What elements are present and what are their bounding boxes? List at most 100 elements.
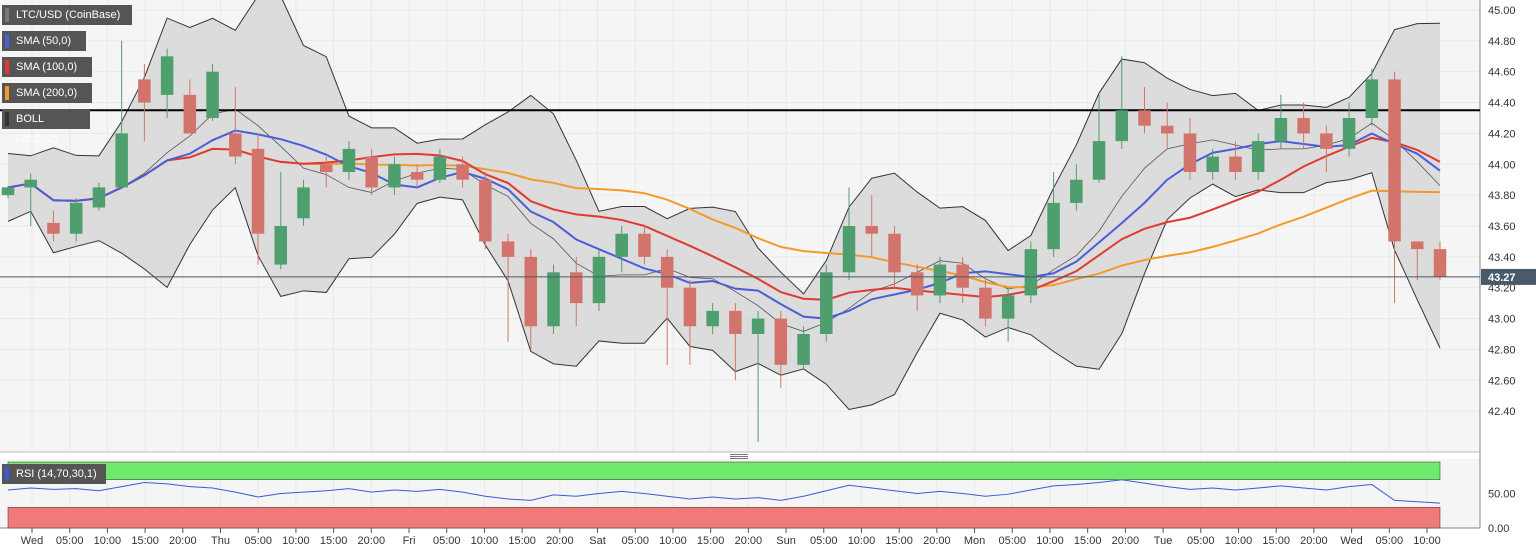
candle-body [1183, 133, 1197, 172]
candle-body [751, 318, 765, 334]
candle-body [456, 164, 469, 180]
y-tick-label: 43.60 [1488, 221, 1516, 233]
y-tick-label: 45.00 [1488, 5, 1516, 17]
candle-body [1092, 141, 1106, 180]
candle-body [910, 272, 924, 296]
candle-body [115, 133, 128, 188]
candle-body [638, 233, 651, 257]
x-tick-label: 10:00 [471, 535, 499, 547]
candle-body [319, 164, 333, 172]
x-tick-label: 15:00 [131, 535, 159, 547]
candle-body [1047, 202, 1060, 250]
candle-body [1365, 79, 1379, 118]
x-tick-label: 10:00 [1225, 535, 1253, 547]
candle-body [251, 148, 265, 234]
legend-boll[interactable]: BOLL (20,2,-2) [2, 109, 90, 145]
x-tick-label: 05:00 [56, 535, 84, 547]
candle-body [683, 287, 697, 327]
candle-body [1070, 179, 1083, 203]
legend-sma50[interactable]: SMA (50,0) [2, 31, 86, 51]
y-tick-label: 42.80 [1488, 344, 1516, 356]
legend-symbol[interactable]: LTC/USD (CoinBase) [2, 5, 132, 25]
y-tick-label: 44.80 [1488, 36, 1516, 48]
x-tick-label: Thu [211, 535, 230, 547]
x-tick-label: 10:00 [94, 535, 122, 547]
candle-body [706, 310, 719, 327]
candle-body [206, 71, 219, 118]
x-tick-label: Mon [964, 535, 985, 547]
x-tick-label: 15:00 [320, 535, 348, 547]
x-tick-label: 10:00 [848, 535, 876, 547]
candle-body [1411, 241, 1424, 250]
x-tick-label: 15:00 [1074, 535, 1102, 547]
candle-body [1206, 156, 1219, 172]
y-tick-label: 44.60 [1488, 67, 1516, 79]
candle-body [410, 172, 424, 180]
candle-body [229, 133, 242, 157]
rsi-line [7, 479, 1441, 504]
x-tick-label: 20:00 [735, 535, 763, 547]
candle-body [570, 272, 583, 304]
x-tick-label: 05:00 [433, 535, 461, 547]
x-tick-label: Fri [403, 535, 416, 547]
x-tick-label: 15:00 [1262, 535, 1290, 547]
candle-body [183, 94, 197, 134]
sma100-line [7, 136, 1441, 301]
legend-swatch-sma100 [5, 60, 9, 74]
candle-body [1229, 156, 1242, 172]
candle-body [92, 187, 106, 208]
pane-splitter-handle[interactable] [730, 453, 748, 459]
rsi-oversold-zone [7, 507, 1441, 529]
candle-body [342, 148, 356, 172]
x-tick-label: 10:00 [1036, 535, 1064, 547]
candle-body [1138, 110, 1151, 126]
rsi-y-tick-label: 0.00 [1488, 523, 1509, 535]
candle-body [1297, 118, 1310, 134]
candle-body [1160, 125, 1174, 134]
candle-body [1274, 118, 1288, 142]
candle-body [1024, 249, 1038, 296]
y-tick-label: 42.60 [1488, 375, 1516, 387]
x-tick-label: 20:00 [546, 535, 574, 547]
candle-body [865, 226, 878, 234]
legend-boll-label: BOLL (20,2,-2) [16, 113, 58, 145]
x-tick-label: 20:00 [1300, 535, 1328, 547]
y-tick-label: 42.40 [1488, 406, 1516, 418]
y-tick-label: 44.20 [1488, 128, 1516, 140]
x-tick-label: 10:00 [1413, 535, 1441, 547]
legend-swatch-boll [5, 112, 9, 126]
candle-body [774, 318, 788, 365]
candle-body [433, 156, 447, 180]
legend-sma100[interactable]: SMA (100,0) [2, 57, 92, 77]
x-tick-label: Wed [21, 535, 43, 547]
candle-body [1115, 110, 1129, 142]
x-tick-label: 20:00 [169, 535, 197, 547]
y-tick-label: 44.00 [1488, 159, 1516, 171]
x-tick-label: 10:00 [659, 535, 687, 547]
legend-sma100-label: SMA (100,0) [16, 61, 78, 73]
x-tick-label: 05:00 [810, 535, 838, 547]
candle-body [888, 233, 901, 273]
legend-rsi[interactable]: RSI (14,70,30,1) [2, 464, 106, 484]
candle-body [1, 187, 15, 196]
candle-body [979, 287, 992, 319]
legend-swatch-sma50 [5, 34, 9, 48]
last-price-tag [1481, 268, 1536, 285]
candle-body [1342, 118, 1356, 149]
legend-sma200[interactable]: SMA (200,0) [2, 83, 92, 103]
candle-body [592, 256, 606, 304]
candle-body [274, 226, 288, 265]
candle-body [138, 79, 151, 103]
candle-body [47, 222, 60, 234]
x-tick-label: 05:00 [1187, 535, 1215, 547]
x-tick-label: 15:00 [885, 535, 913, 547]
candle-body [615, 233, 628, 257]
x-tick-label: Sat [589, 535, 606, 547]
candle-body [160, 56, 174, 95]
rsi-y-tick-label: 50.00 [1488, 489, 1516, 501]
candle-body [524, 256, 538, 327]
legend-swatch-rsi [5, 467, 9, 481]
legend-sma50-label: SMA (50,0) [16, 35, 72, 47]
